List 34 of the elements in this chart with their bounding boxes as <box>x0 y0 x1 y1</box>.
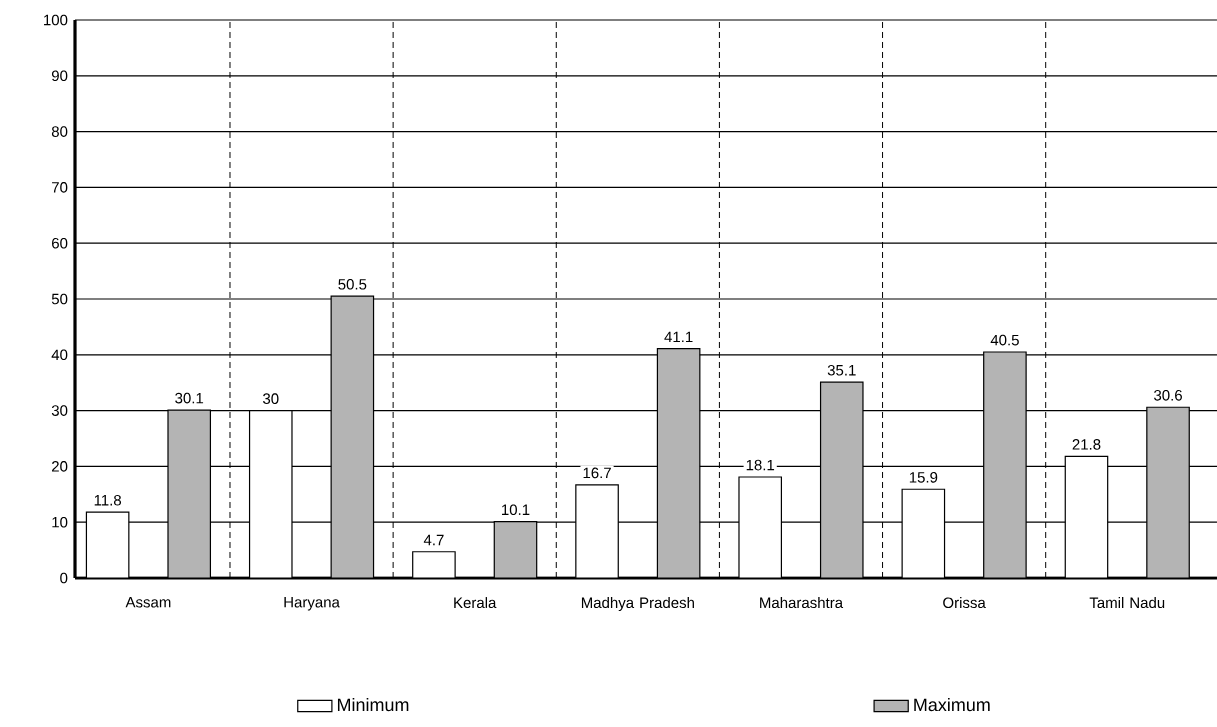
y-tick-label: 30 <box>51 405 68 416</box>
x-tick-label: Haryana <box>284 597 340 611</box>
y-tick-label: 10 <box>52 516 68 528</box>
data-label: 50.5 <box>338 278 367 290</box>
y-tick-label: 60 <box>52 237 68 249</box>
x-tick-label: Assam <box>125 597 171 608</box>
y-tick-label: 90 <box>51 70 68 82</box>
x-tick-label: Madhya Pradesh <box>581 597 694 612</box>
x-tick-label: Orissa <box>943 597 986 609</box>
data-label: 30.1 <box>175 392 204 404</box>
data-label: 16.7 <box>583 467 611 479</box>
y-tick-label: 70 <box>52 182 68 193</box>
legend-label: Minimum <box>337 697 409 712</box>
data-label: 40.5 <box>990 334 1019 346</box>
x-tick-label: Tamil Nadu <box>1089 597 1165 609</box>
data-label: 15.9 <box>909 472 938 483</box>
data-label: 4.7 <box>423 534 444 546</box>
legend-label: Maximum <box>914 697 990 712</box>
x-tick-label: Kerala <box>454 597 497 609</box>
y-tick-label: 20 <box>52 461 68 472</box>
data-label: 10.1 <box>502 504 530 516</box>
data-label: 30 <box>263 393 279 404</box>
data-label: 18.1 <box>746 459 775 471</box>
data-label: 35.1 <box>827 364 856 376</box>
data-label: 30.6 <box>1154 390 1182 401</box>
data-label: 21.8 <box>1072 439 1101 450</box>
data-label: 11.8 <box>94 494 122 506</box>
x-tick-label: Maharashtra <box>760 597 844 609</box>
y-tick-label: 100 <box>44 14 68 26</box>
data-label: 41.1 <box>664 331 693 343</box>
y-tick-label: 50 <box>51 293 68 305</box>
y-tick-label: 0 <box>60 572 68 584</box>
y-tick-label: 40 <box>51 349 68 361</box>
y-tick-label: 80 <box>51 126 68 137</box>
